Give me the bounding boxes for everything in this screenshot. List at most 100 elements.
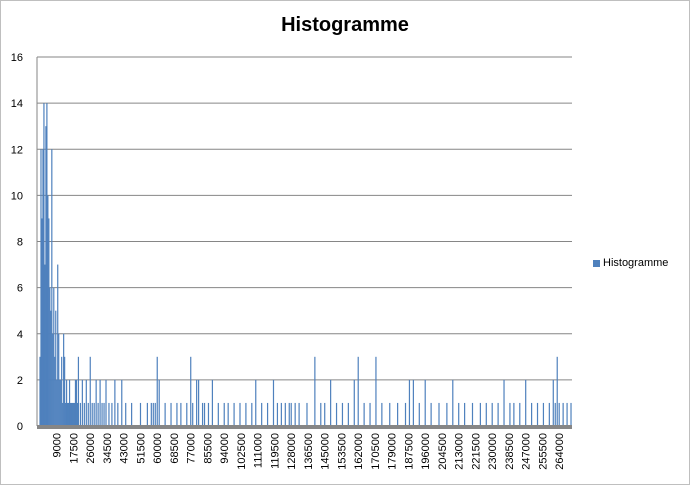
histogram-bar <box>48 218 50 426</box>
histogram-bar <box>389 402 391 426</box>
x-tick-label: 187500 <box>403 433 415 470</box>
y-tick-label: 12 <box>11 144 23 156</box>
histogram-bar <box>58 333 60 426</box>
histogram-bar <box>99 379 101 426</box>
bars <box>39 103 572 426</box>
x-tick-label: 68500 <box>169 433 181 464</box>
histogram-bar <box>485 402 487 426</box>
histogram-bar <box>479 402 481 426</box>
y-tick-label: 10 <box>11 190 23 202</box>
chart-title: Histogramme <box>281 14 409 36</box>
x-tick-label: 136500 <box>303 433 315 470</box>
histogram-bar <box>54 356 56 426</box>
x-tick-label: 60000 <box>152 433 164 464</box>
histogram-bar <box>357 356 359 426</box>
y-tick-label: 2 <box>17 375 23 387</box>
histogram-bar <box>211 379 214 426</box>
histogram-bar <box>53 287 55 426</box>
histogram-bar <box>298 402 300 426</box>
histogram-bar <box>57 264 59 426</box>
histogram-bar <box>73 402 76 426</box>
histogram-bar <box>207 402 210 426</box>
legend-label: Histogramme <box>603 257 669 269</box>
x-tick-label: 77000 <box>186 433 198 464</box>
x-tick-label: 255500 <box>537 433 549 470</box>
histogram-bar <box>375 356 377 426</box>
histogram-bar <box>491 402 493 426</box>
histogram-bar <box>239 402 241 426</box>
histogram-bar <box>196 379 198 426</box>
histogram-bar <box>170 402 172 426</box>
histogram-bar <box>41 218 43 426</box>
histogram-bar <box>101 402 103 426</box>
x-tick-label: 17500 <box>68 433 80 464</box>
histogram-bar <box>61 356 63 426</box>
histogram-bar <box>66 379 68 426</box>
histogram-bar <box>67 402 70 426</box>
histogram-bar <box>556 356 558 426</box>
x-tick-label: 221500 <box>470 433 482 470</box>
histogram-bar <box>81 379 83 426</box>
histogram-bar <box>55 310 57 426</box>
y-tick-label: 16 <box>11 52 23 64</box>
histogram-bar <box>62 402 64 426</box>
histogram-bar <box>266 402 269 426</box>
histogram-bar <box>324 402 326 426</box>
histogram-bar <box>192 402 194 426</box>
histogram-bar <box>314 356 316 426</box>
x-tick-label: 179000 <box>387 433 399 470</box>
histogram-bar <box>552 379 554 426</box>
histogram-bar <box>180 402 182 426</box>
histogram-bar <box>87 402 89 426</box>
histogram-bar <box>519 402 521 426</box>
histogram-bar <box>369 402 371 426</box>
histogram-bar <box>233 402 235 426</box>
histogram-bar <box>108 402 110 426</box>
histogram-bar <box>381 402 383 426</box>
histogram-bar <box>531 402 533 426</box>
x-tick-label: 170500 <box>370 433 382 470</box>
histogram-bar <box>198 379 200 426</box>
histogram-bar <box>288 402 290 426</box>
histogram-bar <box>154 402 156 426</box>
histogram-bar <box>77 356 80 426</box>
histogram-bar <box>446 402 448 426</box>
x-tick-label: 51500 <box>135 433 147 464</box>
histogram-bar <box>42 149 44 426</box>
x-tick-label: 145000 <box>320 433 332 470</box>
x-tick-label: 9000 <box>52 433 64 457</box>
histogram-bar <box>52 333 54 426</box>
histogram-bar <box>251 402 253 426</box>
histogram-bar <box>76 402 79 426</box>
histogram-bar <box>72 402 75 426</box>
histogram-bar <box>566 402 568 426</box>
histogram-bar <box>65 402 67 426</box>
histogram-bar <box>139 402 142 426</box>
histogram-bar <box>223 402 225 426</box>
histogram-bar <box>190 356 192 426</box>
histogram-bar <box>558 402 560 426</box>
x-tick-label: 94000 <box>219 433 231 464</box>
histogram-bar <box>59 379 61 426</box>
histogram-bar <box>47 195 49 426</box>
histogram-bar <box>40 149 42 426</box>
y-tick-label: 4 <box>17 329 23 341</box>
histogram-bar <box>45 126 47 426</box>
histogram-bar <box>164 402 166 426</box>
histogram-bar <box>49 287 51 426</box>
histogram-bar <box>280 402 282 426</box>
histogram-bar <box>570 402 572 426</box>
histogram-bar <box>430 402 432 426</box>
x-axis-line <box>37 425 572 429</box>
histogram-bar <box>458 402 460 426</box>
histogram-bar <box>548 402 550 426</box>
histogram-bar <box>83 402 85 426</box>
histogram-bar <box>66 402 69 426</box>
y-tick-label: 6 <box>17 283 23 295</box>
histogram-bar <box>408 379 411 426</box>
histogram-bar <box>69 402 72 426</box>
histogram-bar <box>105 379 107 426</box>
histogram-bar <box>424 379 426 426</box>
x-tick-label: 153500 <box>336 433 348 470</box>
histogram-bar <box>306 402 308 426</box>
